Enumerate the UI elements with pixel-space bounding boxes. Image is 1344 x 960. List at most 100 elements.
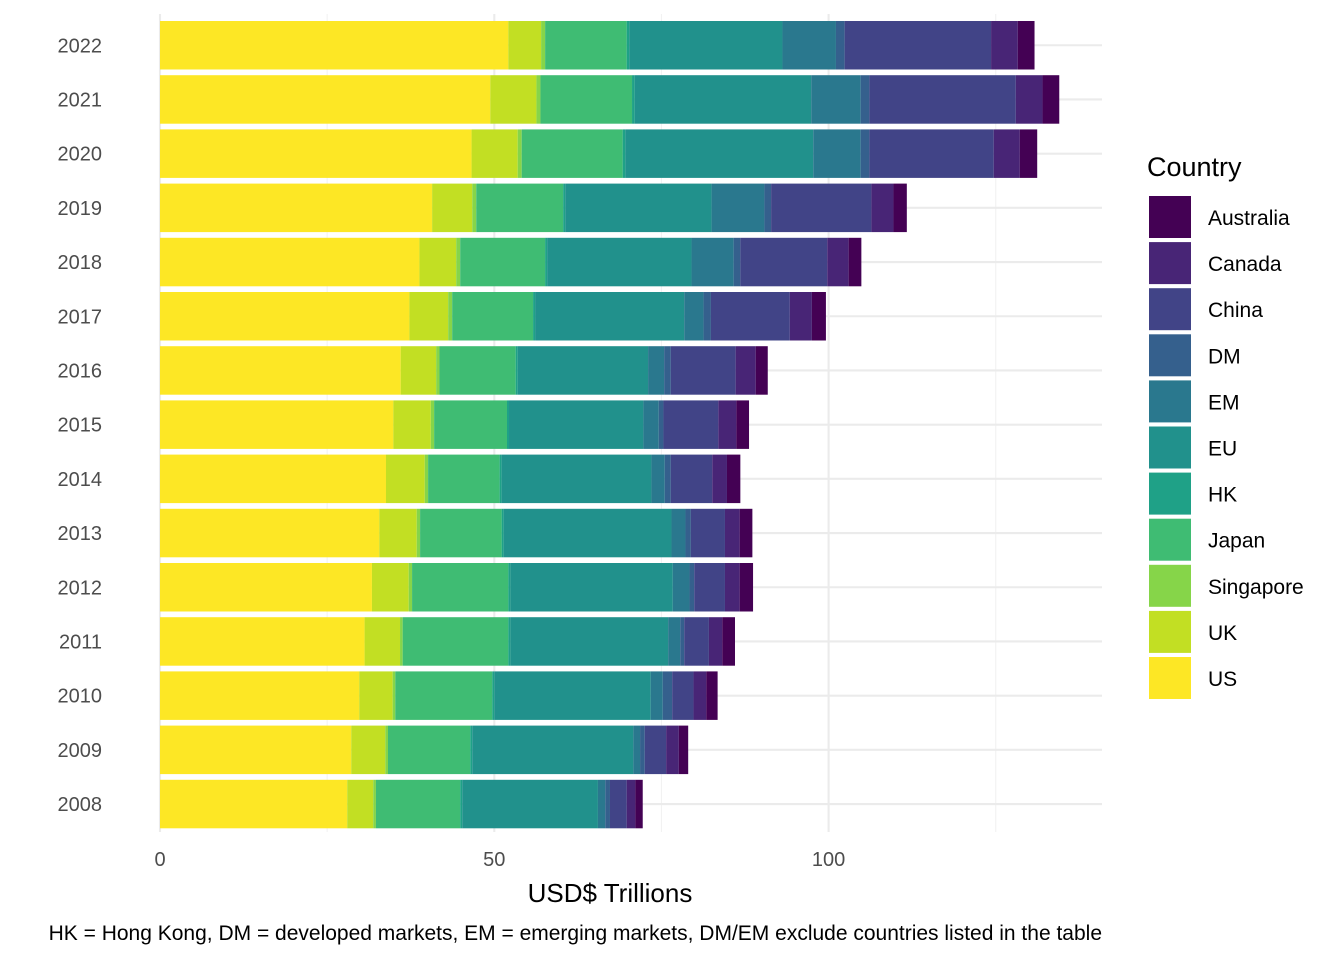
bar-australia-2017	[811, 292, 826, 341]
bar-canada-2008	[626, 779, 636, 829]
bar-dm-2008	[605, 779, 610, 829]
bar-hk-2013	[501, 508, 504, 558]
bar-china-2011	[684, 617, 709, 666]
bar-uk-2016	[400, 346, 437, 395]
bar-em-2011	[668, 617, 681, 666]
x-tick-label: 50	[483, 849, 505, 871]
bar-dm-2015	[658, 400, 664, 449]
bar-dm-2017	[703, 292, 711, 341]
bar-eu-2014	[501, 454, 652, 504]
bar-japan-2014	[428, 454, 500, 504]
bar-canada-2016	[735, 346, 756, 395]
bar-australia-2019	[893, 183, 907, 233]
bar-us-2013	[160, 508, 380, 558]
bar-em-2018	[691, 237, 734, 287]
legend-label-dm: DM	[1208, 345, 1241, 368]
bar-eu-2012	[510, 563, 673, 612]
bar-dm-2021	[860, 75, 870, 124]
bar-eu-2019	[565, 183, 712, 233]
bar-singapore-2018	[456, 237, 461, 287]
bar-us-2008	[160, 779, 348, 829]
bar-uk-2019	[432, 183, 473, 233]
bar-uk-2012	[371, 563, 409, 612]
caption: HK = Hong Kong, DM = developed markets, …	[49, 922, 1102, 945]
bar-canada-2009	[666, 725, 679, 775]
bar-dm-2022	[835, 21, 845, 70]
y-tick-label: 2016	[58, 360, 103, 382]
bar-canada-2014	[712, 454, 727, 504]
bar-japan-2019	[476, 183, 564, 233]
bar-uk-2008	[347, 779, 374, 829]
bar-hk-2018	[545, 237, 548, 287]
legend-label-australia: Australia	[1208, 207, 1290, 230]
bar-australia-2018	[848, 237, 862, 287]
legend-label-em: EM	[1208, 391, 1240, 414]
bar-dm-2010	[662, 671, 673, 720]
bar-hk-2009	[470, 725, 473, 775]
bar-canada-2010	[693, 671, 707, 720]
bar-australia-2021	[1042, 75, 1060, 124]
bar-eu-2009	[472, 725, 634, 775]
legend-swatch-canada	[1149, 242, 1191, 285]
bar-china-2014	[670, 454, 713, 504]
bar-em-2008	[597, 779, 606, 829]
y-axis: 2008 2009 2010 2011 2012 2013 2014 2015 2016 2017…	[58, 35, 103, 816]
bar-uk-2009	[351, 725, 386, 775]
bar-dm-2009	[640, 725, 645, 775]
bar-em-2013	[671, 508, 686, 558]
bar-us-2017	[160, 292, 410, 341]
bar-japan-2017	[452, 292, 534, 341]
bar-hk-2012	[508, 563, 511, 612]
x-tick-label: 100	[812, 849, 845, 871]
legend-label-japan: Japan	[1208, 530, 1265, 553]
legend-swatch-eu	[1149, 426, 1191, 469]
bar-hk-2015	[507, 400, 510, 449]
bar-us-2012	[160, 563, 372, 612]
bar-australia-2015	[736, 400, 750, 449]
bar-dm-2020	[860, 129, 870, 178]
bar-us-2018	[160, 237, 420, 287]
bar-eu-2018	[547, 237, 692, 287]
bar-japan-2009	[387, 725, 471, 775]
bar-singapore-2013	[416, 508, 421, 558]
y-tick-label: 2011	[59, 631, 102, 653]
bar-canada-2018	[827, 237, 849, 287]
bar-em-2020	[813, 129, 861, 178]
y-tick-label: 2019	[58, 198, 103, 220]
bar-eu-2022	[629, 21, 783, 70]
y-tick-label: 2014	[58, 469, 103, 491]
bar-us-2011	[160, 617, 365, 666]
bar-singapore-2022	[541, 21, 546, 70]
bar-australia-2012	[739, 563, 754, 612]
legend-label-hk: HK	[1208, 484, 1237, 507]
bar-eu-2011	[510, 617, 669, 666]
bar-china-2008	[609, 779, 627, 829]
bar-em-2019	[711, 183, 765, 233]
bar-australia-2022	[1017, 21, 1035, 70]
bar-hk-2020	[622, 129, 626, 178]
y-tick-label: 2009	[58, 740, 103, 762]
bar-australia-2020	[1019, 129, 1038, 178]
bar-canada-2011	[708, 617, 723, 666]
legend-swatch-japan	[1149, 518, 1191, 561]
bar-em-2009	[633, 725, 641, 775]
bar-canada-2021	[1015, 75, 1043, 124]
legend-swatch-australia	[1149, 196, 1191, 238]
legend-label-canada: Canada	[1208, 253, 1282, 276]
bar-japan-2020	[521, 129, 623, 178]
bar-us-2015	[160, 400, 394, 449]
bar-us-2014	[160, 454, 386, 504]
bar-dm-2018	[733, 237, 741, 287]
bar-australia-2008	[635, 779, 643, 829]
bar-uk-2011	[364, 617, 401, 666]
bar-uk-2021	[490, 75, 537, 124]
bar-hk-2016	[515, 346, 518, 395]
bar-singapore-2020	[517, 129, 522, 178]
bar-china-2019	[771, 183, 872, 233]
bar-china-2021	[869, 75, 1016, 124]
y-tick-label: 2015	[58, 415, 103, 437]
bar-us-2022	[160, 21, 509, 70]
bar-hk-2017	[533, 292, 536, 341]
bar-canada-2019	[871, 183, 894, 233]
bar-japan-2013	[420, 508, 502, 558]
